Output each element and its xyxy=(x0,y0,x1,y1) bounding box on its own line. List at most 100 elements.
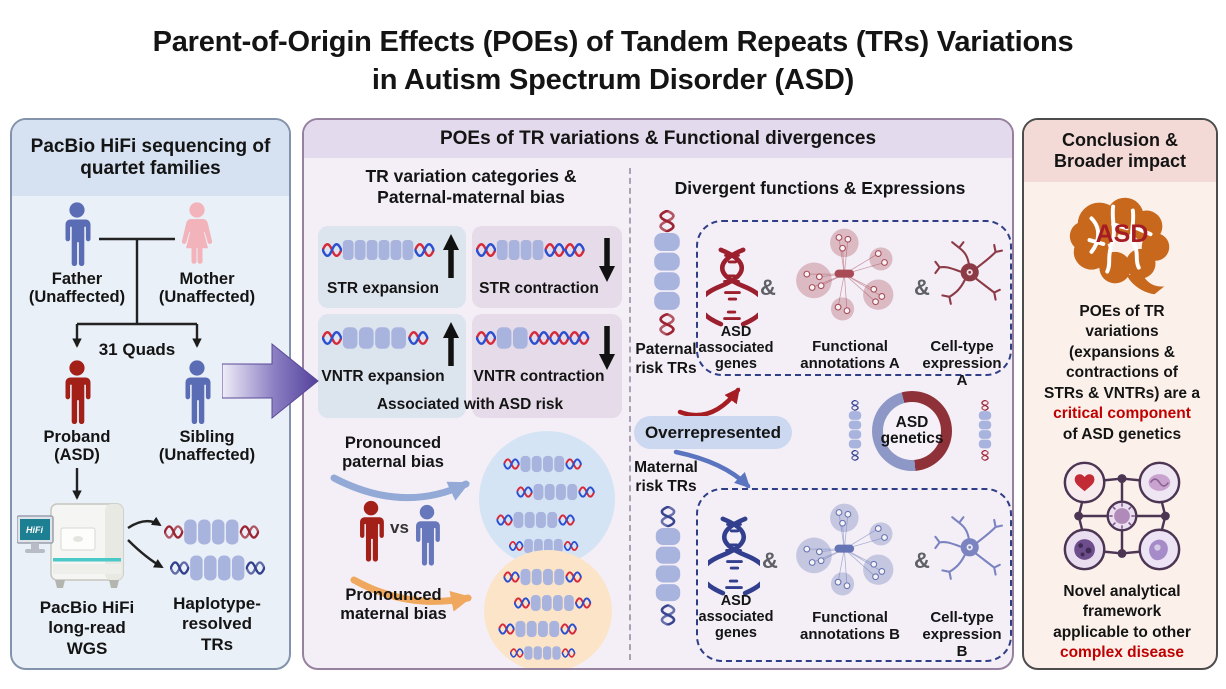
paternal-bias-circle xyxy=(479,431,615,567)
conclusion-text: POEs of TR variations (expansions & cont… xyxy=(1032,302,1212,445)
panel-poes: POEs of TR variations & Functional diver… xyxy=(302,118,1014,670)
annotation-network-b-icon xyxy=(782,500,912,600)
poes-panel-header: POEs of TR variations & Functional diver… xyxy=(304,120,1012,158)
panel-conclusion: Conclusion & Broader impact ASD POEs of … xyxy=(1022,118,1218,670)
ampersand: & xyxy=(914,275,930,300)
asd-genetics-label: ASD genetics xyxy=(880,413,944,447)
up-arrow-icon xyxy=(443,322,459,366)
card-label: STR contraction xyxy=(479,280,599,297)
haplotype-paternal-tr-icon xyxy=(164,518,260,546)
genes-a-label: ASD associated genes xyxy=(698,324,774,372)
virus-icon xyxy=(1114,508,1130,524)
section-divider xyxy=(629,168,631,660)
sequencing-panel-header: PacBio HiFi sequencing of quartet famili… xyxy=(12,120,289,196)
expression-a-label: Cell-type expression A xyxy=(922,338,1002,389)
maternal-risk-tr-icon xyxy=(648,506,688,628)
impact-highlight: complex disease xyxy=(1059,644,1185,662)
overrepresented-arrow-up xyxy=(677,387,741,418)
expression-b-label: Cell-type expression B xyxy=(922,609,1002,660)
annotation-network-a-icon xyxy=(782,225,912,325)
maternal-bias-circle xyxy=(484,550,612,668)
asd-risk-caption: Associated with ASD risk xyxy=(376,396,564,413)
paternal-person-icon xyxy=(350,488,392,576)
sibling-label: Sibling (Unaffected) xyxy=(158,428,256,465)
str-contraction-tr-icon xyxy=(476,235,590,265)
cell-icon xyxy=(1074,539,1095,560)
overrepresented-badge: Overrepresented xyxy=(634,416,792,449)
tr-strand-icon xyxy=(515,483,597,501)
card-label: VNTR contraction xyxy=(473,368,605,385)
group-a-box xyxy=(696,220,1012,376)
tr-strand-icon xyxy=(510,644,576,662)
father-label: Father (Unaffected) xyxy=(28,270,126,307)
mother-icon xyxy=(175,202,219,268)
conclusion-highlight: critical component xyxy=(1053,405,1191,423)
impact-text: Novel analytical framework applicable to… xyxy=(1032,582,1212,664)
dna-helix-a-icon xyxy=(706,245,758,329)
neuron-a-icon xyxy=(934,227,1004,319)
disease-network-icon xyxy=(1063,461,1181,571)
group-b-box xyxy=(696,488,1012,662)
sequencer-machine-icon: HiFi xyxy=(17,503,124,588)
wgs-label: PacBio HiFi long-read WGS xyxy=(39,598,135,658)
paternal-bias-label: Pronounced paternal bias xyxy=(342,434,444,471)
down-arrow-icon xyxy=(599,326,615,370)
tr-strand-icon xyxy=(500,568,586,586)
card-str-contraction: STR contraction xyxy=(472,226,622,308)
ampersand: & xyxy=(762,548,778,573)
vntr-expansion-tr-icon xyxy=(322,323,436,353)
figure-title-line1: Parent-of-Origin Effects (POEs) of Tande… xyxy=(152,26,1074,58)
vs-label: vs xyxy=(390,518,409,537)
maternal-person-icon xyxy=(406,492,448,580)
str-expansion-tr-icon xyxy=(322,235,436,265)
tr-strand-icon xyxy=(514,594,592,612)
conclusion-text-pre: POEs of TR variations (expansions & cont… xyxy=(1044,303,1200,402)
heart-icon xyxy=(1074,474,1095,492)
paternal-bias-arrow xyxy=(330,474,470,502)
asd-brain-icon xyxy=(1069,197,1170,295)
annotations-a-label: Functional annotations A xyxy=(800,338,900,372)
tr-strand-icon xyxy=(493,511,579,529)
tr-categories-title: TR variation categories & Paternal-mater… xyxy=(365,166,577,207)
tr-strand-icon xyxy=(496,620,580,638)
genes-b-label: ASD associated genes xyxy=(698,593,774,641)
ampersand: & xyxy=(914,548,930,573)
impact-text-pre: Novel analytical framework applicable to… xyxy=(1053,583,1191,641)
haplotype-maternal-tr-icon xyxy=(170,554,266,582)
maternal-risk-label: Maternal risk TRs xyxy=(634,459,698,496)
down-arrow-icon xyxy=(599,238,615,282)
asd-genetics-donut: ASD genetics xyxy=(872,391,952,471)
brain-asd-label: ASD xyxy=(1095,220,1149,248)
haplotype-label: Haplotype- resolved TRs xyxy=(173,594,261,654)
maternal-bias-label: Pronounced maternal bias xyxy=(340,586,447,623)
proband-icon xyxy=(55,358,99,428)
flow-arrow xyxy=(222,342,319,420)
asd-genetics-donut-hole: ASD genetics xyxy=(880,402,944,460)
mother-label: Mother (Unaffected) xyxy=(158,270,256,307)
machine-screen-label: HiFi xyxy=(26,525,43,535)
card-str-expansion: STR expansion xyxy=(318,226,466,308)
donut-right-tr-icon xyxy=(974,400,996,462)
conclusion-panel-header: Conclusion & Broader impact xyxy=(1024,120,1216,182)
maternal-bias-arrow xyxy=(350,576,473,612)
ampersand: & xyxy=(760,275,776,300)
tr-strand-icon xyxy=(499,455,587,473)
proband-label: Proband (ASD) xyxy=(43,428,111,465)
conclusion-text-post: of ASD genetics xyxy=(1062,425,1182,443)
annotations-b-label: Functional annotations B xyxy=(800,609,900,643)
paternal-risk-label: Paternal risk TRs xyxy=(635,341,697,378)
card-label: VNTR expansion xyxy=(321,368,445,385)
dna-helix-b-icon xyxy=(708,514,760,598)
up-arrow-icon xyxy=(443,234,459,278)
card-label: STR expansion xyxy=(327,280,439,297)
card-vntr-expansion: VNTR expansion xyxy=(318,314,466,418)
neuron-b-icon xyxy=(934,502,1004,594)
figure-title-line2: in Autism Spectrum Disorder (ASD) xyxy=(371,64,855,96)
overrepresented-arrow-down xyxy=(673,449,751,489)
card-vntr-contraction: VNTR contraction xyxy=(472,314,622,418)
sibling-icon xyxy=(175,358,219,428)
donut-left-tr-icon xyxy=(844,400,866,462)
quads-label: 31 Quads xyxy=(98,340,176,359)
father-icon xyxy=(55,202,99,268)
